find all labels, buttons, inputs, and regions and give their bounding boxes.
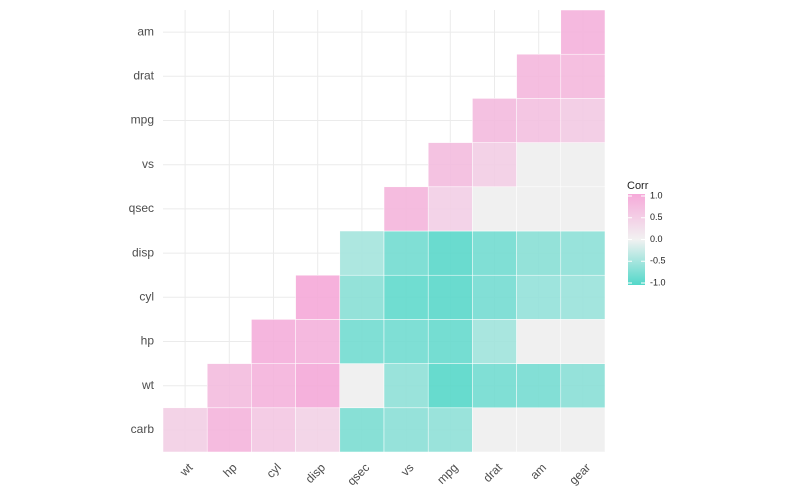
tile: [339, 319, 385, 364]
tile: [383, 363, 429, 409]
tile: [472, 363, 517, 409]
tile: [295, 363, 341, 409]
y-tick-label: drat: [133, 68, 154, 82]
tile: [560, 274, 606, 320]
blank-tile: [472, 186, 517, 232]
tile: [560, 9, 606, 55]
blank-tile: [560, 186, 606, 232]
tile: [383, 407, 429, 453]
blank-tile: [472, 407, 517, 453]
tile: [427, 274, 473, 320]
tile: [516, 274, 562, 320]
blank-tile: [516, 407, 562, 453]
tile: [560, 53, 606, 99]
tile: [295, 319, 341, 364]
blank-tile: [516, 142, 562, 188]
y-tick-label: am: [137, 24, 154, 38]
tile: [427, 230, 473, 276]
tile: [383, 319, 429, 364]
x-tick-label: disp: [303, 460, 329, 486]
tile: [472, 142, 517, 188]
tile: [516, 53, 562, 99]
tile: [472, 98, 517, 143]
tile: [295, 407, 341, 453]
tile: [472, 230, 517, 276]
blank-tile: [560, 319, 606, 364]
colorbar-label: -0.5: [650, 256, 666, 266]
blank-tile: [560, 407, 606, 453]
y-tick-label: carb: [131, 422, 155, 436]
tile: [560, 363, 606, 409]
blank-tile: [339, 363, 385, 409]
tile: [427, 363, 473, 409]
tile: [516, 363, 562, 409]
tile: [427, 319, 473, 364]
y-tick-label: hp: [141, 334, 155, 348]
tile: [516, 98, 562, 143]
x-tick-label: vs: [398, 460, 416, 478]
tile: [251, 319, 296, 364]
colorbar-label: -1.0: [650, 277, 666, 287]
y-tick-label: mpg: [131, 113, 154, 127]
tile: [251, 407, 296, 453]
tile: [472, 319, 517, 364]
tile: [560, 230, 606, 276]
tile: [383, 274, 429, 320]
y-tick-label: wt: [141, 378, 155, 392]
tile: [516, 230, 562, 276]
y-tick-label: cyl: [139, 289, 154, 303]
x-tick-label: drat: [480, 460, 505, 485]
x-tick-label: mpg: [434, 460, 460, 486]
tile: [339, 407, 385, 453]
tile: [295, 274, 341, 320]
blank-tile: [516, 186, 562, 232]
legend-title: Corr: [627, 180, 649, 192]
blank-tile: [516, 319, 562, 364]
x-tick-label: hp: [220, 460, 240, 480]
tile: [251, 363, 296, 409]
y-tick-label: disp: [132, 245, 154, 259]
tile: [560, 98, 606, 143]
colorbar-label: 1.0: [650, 190, 663, 200]
tile: [383, 230, 429, 276]
tile: [339, 274, 385, 320]
tile: [472, 274, 517, 320]
tile: [427, 186, 473, 232]
tile: [383, 186, 429, 232]
colorbar-label: 0.5: [650, 212, 663, 222]
x-tick-label: cyl: [264, 460, 284, 480]
colorbar: [628, 194, 645, 285]
x-tick-label: gear: [566, 460, 593, 487]
colorbar-label: 0.0: [650, 234, 663, 244]
blank-tile: [560, 142, 606, 188]
tile: [427, 142, 473, 188]
x-tick-label: wt: [176, 460, 196, 480]
tile: [427, 407, 473, 453]
x-tick-label: qsec: [344, 460, 372, 488]
x-tick-label: am: [527, 460, 549, 482]
y-tick-label: qsec: [129, 201, 154, 215]
tile: [206, 363, 252, 409]
y-tick-label: vs: [142, 157, 154, 171]
tile: [162, 407, 208, 453]
tile: [339, 230, 385, 276]
tile: [206, 407, 252, 453]
